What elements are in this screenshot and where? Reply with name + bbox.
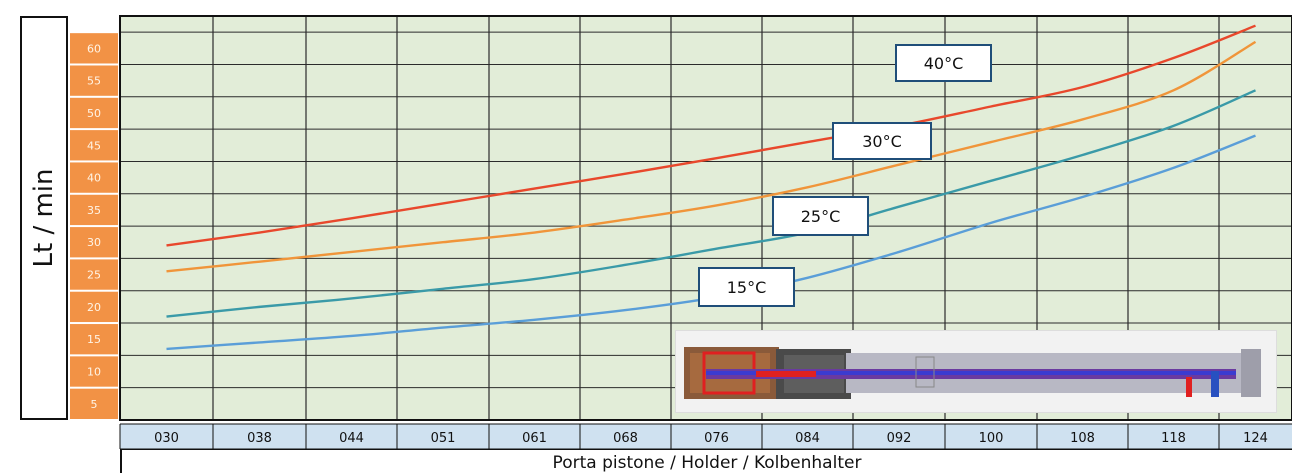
x-axis-label: Porta pistone / Holder / Kolbenhalter — [552, 453, 862, 473]
series-line — [166, 89, 1256, 318]
x-tick-label: 030 — [154, 431, 179, 446]
y-tick-cell — [70, 259, 118, 290]
x-tick-label: 051 — [431, 431, 456, 446]
y-tick-cell — [70, 162, 118, 193]
legend-tag-40c-label: 40°C — [923, 53, 964, 73]
x-tick-label: 068 — [613, 431, 638, 446]
y-tick-cell — [70, 324, 118, 355]
y-tick-cell — [70, 291, 118, 323]
legend-tag-25c: 25°C — [772, 196, 869, 236]
legend-tag-25c-label: 25°C — [800, 206, 841, 226]
y-tick-label: 5 — [91, 398, 98, 411]
y-tick-cell — [70, 388, 118, 419]
series-line — [166, 24, 1256, 247]
y-tick-label: 15 — [87, 333, 101, 346]
legend-tag-30c: 30°C — [832, 122, 932, 160]
legend-tag-15c-label: 15°C — [726, 277, 767, 297]
y-tick-label: 10 — [87, 366, 101, 379]
x-tick-label: 061 — [522, 431, 547, 446]
y-tick-label: 30 — [87, 236, 101, 249]
y-tick-label: 35 — [87, 204, 101, 217]
legend-tag-15c: 15°C — [698, 267, 795, 307]
y-tick-label: 40 — [87, 172, 101, 185]
x-tick-label: 038 — [247, 431, 272, 446]
y-tick-cell — [70, 356, 118, 387]
x-tick-row — [120, 424, 1292, 449]
y-tick-label: 20 — [87, 301, 101, 314]
series-line — [166, 40, 1257, 273]
y-tick-label: 60 — [87, 42, 101, 55]
x-axis-label-box: Porta pistone / Holder / Kolbenhalter — [120, 449, 1292, 473]
y-tick-label: 25 — [87, 269, 101, 282]
y-tick-cell — [70, 65, 118, 96]
x-tick-label: 124 — [1243, 431, 1268, 446]
y-tick-label: 50 — [87, 107, 101, 120]
x-tick-label: 084 — [795, 431, 820, 446]
y-tick-cell — [70, 130, 118, 161]
x-tick-label: 092 — [887, 431, 912, 446]
y-axis-label-box: Lt / min — [20, 16, 68, 420]
x-tick-label: 076 — [704, 431, 729, 446]
plot-border — [119, 15, 1292, 421]
legend-tag-40c: 40°C — [895, 44, 992, 82]
y-tick-cell — [70, 227, 118, 258]
y-tick-cell — [70, 97, 118, 129]
y-tick-cell — [70, 33, 118, 64]
legend-tag-30c-label: 30°C — [862, 131, 902, 151]
piston-holder-image — [675, 330, 1277, 413]
x-tick-label: 100 — [979, 431, 1004, 446]
y-axis-label: Lt / min — [29, 168, 59, 268]
y-tick-label: 55 — [87, 75, 101, 88]
y-tick-cell — [70, 194, 118, 226]
piston-holder-illustration — [684, 347, 1261, 399]
x-tick-label: 118 — [1161, 431, 1186, 446]
x-tick-label: 044 — [339, 431, 364, 446]
x-tick-label: 108 — [1070, 431, 1095, 446]
y-tick-label: 45 — [87, 139, 101, 152]
